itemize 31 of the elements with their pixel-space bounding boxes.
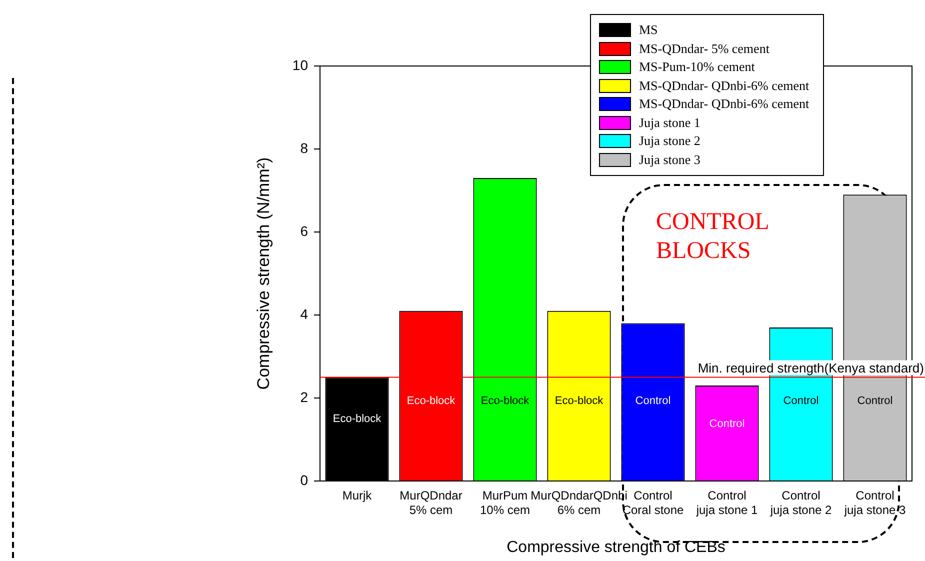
x-tick-label: MurPum 10% cem: [480, 488, 530, 517]
y-tick-label: 4: [300, 306, 308, 322]
x-tick-label: Murjk: [342, 488, 373, 503]
annotation: Control: [857, 395, 893, 408]
y-tick-label: 2: [300, 388, 308, 405]
legend-label: MS-QDndar- QDnbi-6% cement: [639, 96, 810, 112]
y-axis-title: Compressive strength (N/mm²): [254, 157, 273, 390]
annotation: Eco-block: [332, 412, 382, 425]
annotation: CONTROL BLOCKS: [656, 208, 770, 266]
annotation: Eco-block: [406, 395, 456, 408]
x-tick-label: Control juja stone 2: [769, 488, 832, 517]
y-tick-label: 10: [292, 56, 308, 73]
x-tick-label: Control juja stone 3: [843, 488, 906, 517]
ref-line-label: Min. required strength(Kenya standard): [698, 360, 924, 376]
annotation: Eco-block: [554, 395, 604, 408]
y-tick-label: 0: [300, 472, 308, 488]
annotation: Control: [709, 418, 745, 430]
annotation: Control: [783, 395, 819, 408]
legend-label: MS-Pum-10% cement: [639, 59, 755, 76]
legend-label: Juja stone 3: [639, 152, 700, 168]
legend-label: MS: [639, 22, 658, 38]
annotation: Eco-block: [480, 395, 530, 408]
y-tick-label: 8: [300, 140, 308, 156]
legend-label: Juja stone 1: [639, 114, 700, 131]
legend-label: Juja stone 2: [639, 133, 700, 150]
legend-label: MS-QDndar- QDnbi-6% cement: [639, 78, 810, 94]
x-tick-label: MurQDndar 5% cem: [400, 488, 462, 517]
x-tick-label: Control juja stone 1: [695, 488, 758, 517]
y-tick-label: 6: [300, 222, 308, 239]
annotation: Control: [635, 395, 671, 408]
legend-label: MS-QDndar- 5% cement: [639, 40, 770, 57]
